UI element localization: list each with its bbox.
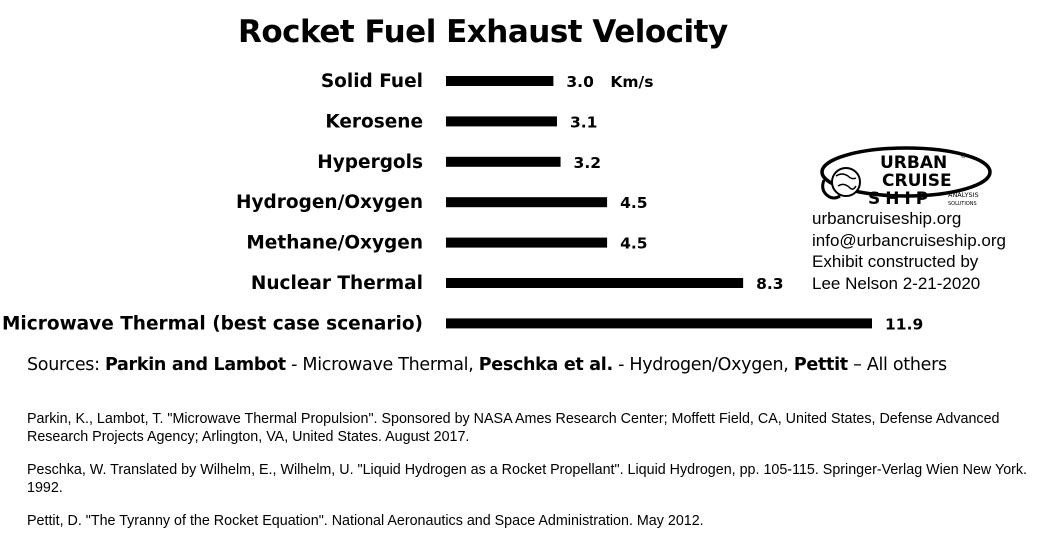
source-desc-2: - Hydrogen/Oxygen, xyxy=(612,355,794,375)
bar xyxy=(446,278,744,288)
reference-item: Pettit, D. "The Tyranny of the Rocket Eq… xyxy=(27,513,704,529)
category-label: Hydrogen/Oxygen xyxy=(236,192,423,213)
reference-item: Parkin, K., Lambot, T. "Microwave Therma… xyxy=(27,411,1000,445)
value-label: 3.2 xyxy=(574,154,601,172)
category-label: Hypergols xyxy=(317,152,423,173)
website-text: urbancruiseship.org xyxy=(812,209,962,228)
bar xyxy=(446,116,557,127)
category-label: Kerosene xyxy=(325,111,423,132)
logo-registered-mark: ® xyxy=(960,152,967,160)
source-desc-1: - Microwave Thermal, xyxy=(285,355,479,375)
bar xyxy=(446,318,872,329)
value-label: 4.5 xyxy=(620,235,647,253)
references: Parkin, K., Lambot, T. "Microwave Therma… xyxy=(27,410,1037,545)
bar xyxy=(446,237,608,248)
bar-chart: Solid Fuel 3.0 Km/s Kerosene 3.1 Hypergols 3.2… xyxy=(2,71,923,334)
logo-tag-solutions: SOLUTIONS xyxy=(948,201,977,207)
category-label: Microwave Thermal (best case scenario) xyxy=(2,313,423,334)
urban-cruise-ship-logo: URBAN ® CRUISE SHIP ANALYSIS SOLUTIONS xyxy=(820,146,992,209)
logo-word-cruise: CRUISE xyxy=(882,171,952,191)
source-author-3: Pettit xyxy=(793,355,848,375)
category-label: Nuclear Thermal xyxy=(251,273,423,294)
logo-tag-analysis: ANALYSIS xyxy=(948,191,979,199)
source-author-2: Peschka et al. xyxy=(478,355,613,375)
credit-line-2: Lee Nelson 2-21-2020 xyxy=(812,273,981,293)
bar xyxy=(446,156,561,167)
contact-block: urbancruiseship.org info@urbancruiseship… xyxy=(812,208,1006,294)
unit-label: Km/s xyxy=(610,73,653,91)
logo-word-urban: URBAN xyxy=(880,153,947,173)
reference-item: Peschka, W. Translated by Wilhelm, E., W… xyxy=(27,462,1028,496)
category-label: Methane/Oxygen xyxy=(246,233,423,254)
credit-line-1: Exhibit constructed by xyxy=(812,252,979,271)
value-label: 3.1 xyxy=(570,113,597,131)
logo-word-ship: SHIP xyxy=(868,189,933,209)
sources-line: Sources: Parkin and Lambot - Microwave T… xyxy=(27,355,947,375)
value-label: 8.3 xyxy=(756,275,783,293)
chart-title: Rocket Fuel Exhaust Velocity xyxy=(238,14,728,50)
source-author-1: Parkin and Lambot xyxy=(104,355,286,375)
bar xyxy=(446,197,608,208)
value-label: 11.9 xyxy=(885,315,923,333)
category-label: Solid Fuel xyxy=(321,71,423,92)
email-text: info@urbancruiseship.org xyxy=(812,230,1006,250)
value-label: 3.0 xyxy=(566,73,594,91)
source-desc-3: – All others xyxy=(847,355,947,375)
bar xyxy=(446,76,554,86)
value-label: 4.5 xyxy=(620,194,647,212)
sources-label: Sources: xyxy=(27,355,105,375)
